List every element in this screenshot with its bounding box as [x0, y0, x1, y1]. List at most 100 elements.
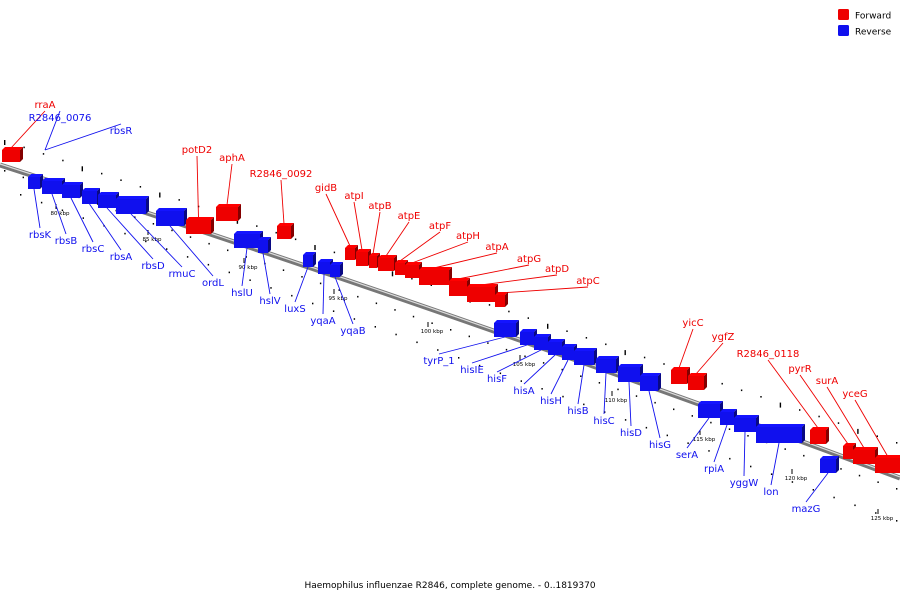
- gene-label-hisg: hisG: [649, 440, 671, 451]
- bg-dot: [580, 375, 582, 377]
- gene-r2846-0092[interactable]: [277, 223, 294, 239]
- bg-dot: [4, 140, 6, 145]
- bg-dot: [527, 317, 529, 319]
- gene-yicc[interactable]: [671, 367, 690, 384]
- gene-label-rbsc: rbsC: [82, 244, 105, 255]
- gene-front-face: [28, 177, 40, 189]
- gene-label-atpa: atpA: [485, 242, 508, 253]
- gene-top-face: [688, 373, 707, 376]
- gene-front-face: [345, 248, 355, 260]
- gene-front-face: [875, 458, 900, 473]
- gene-label-atpf: atpF: [429, 221, 451, 232]
- gene-front-face: [356, 252, 368, 266]
- gene-front-face: [534, 337, 548, 350]
- gene-atpi[interactable]: [356, 249, 371, 266]
- gene-hisc[interactable]: [596, 356, 619, 373]
- gene-hisd[interactable]: [618, 364, 643, 382]
- gene-top-face: [318, 259, 333, 262]
- bg-dot: [566, 330, 568, 332]
- bg-dot: [124, 232, 126, 235]
- gene-front-face: [62, 185, 80, 198]
- gene-top-face: [356, 249, 371, 252]
- gene-front-face: [449, 281, 467, 296]
- gene-hisie[interactable]: [520, 329, 537, 345]
- bg-dot: [541, 388, 543, 390]
- gene-ygfz[interactable]: [688, 373, 707, 390]
- bg-dot: [375, 302, 378, 305]
- gene-front-face: [116, 199, 146, 214]
- gene-front-face: [330, 265, 340, 277]
- bg-dot: [624, 350, 626, 356]
- gene-apha[interactable]: [216, 204, 241, 221]
- gene-luxs[interactable]: [303, 252, 316, 267]
- gene-rbsb[interactable]: [42, 178, 65, 194]
- gene-rbsa[interactable]: [82, 188, 100, 204]
- bg-dot: [245, 256, 247, 258]
- gene-label-atpc: atpC: [576, 276, 599, 287]
- gene-front-face: [378, 258, 394, 271]
- legend-forward-label: Forward: [855, 12, 891, 22]
- bg-dot: [207, 263, 210, 266]
- gene-side-face: [268, 237, 271, 253]
- gene-potd2[interactable]: [186, 217, 214, 234]
- bg-dot: [547, 323, 549, 329]
- gene-front-face: [596, 359, 616, 373]
- gene-front-face: [156, 211, 184, 226]
- gene-front-face: [258, 240, 268, 253]
- gene-front-face: [277, 226, 291, 239]
- gene-label-atpd: atpD: [545, 264, 569, 275]
- gene-rbsd[interactable]: [98, 192, 119, 208]
- axis-tick-label: 95 kbp: [329, 296, 348, 302]
- gene-atpg[interactable]: [449, 278, 470, 296]
- gene-top-face: [495, 292, 508, 295]
- gene-ordl[interactable]: [156, 208, 187, 226]
- gene-front-face: [405, 265, 419, 278]
- bg-dot: [784, 448, 786, 450]
- axis-tick-label: 115 kbp: [693, 437, 716, 443]
- gene-front-face: [494, 323, 516, 337]
- bg-dot: [139, 186, 142, 188]
- bg-dot: [747, 435, 749, 437]
- gene-label-line: [385, 221, 410, 257]
- gene-label-line: [106, 207, 154, 260]
- gene-atpa[interactable]: [419, 267, 452, 285]
- gene-lon[interactable]: [756, 424, 805, 443]
- gene-label-line: [499, 286, 589, 294]
- gene-top-face: [843, 443, 856, 446]
- gene-front-face: [843, 446, 853, 459]
- gene-hslv[interactable]: [258, 237, 271, 253]
- gene-front-face: [82, 191, 97, 204]
- gene-tyrp-1[interactable]: [494, 320, 519, 337]
- gene-rmuc[interactable]: [116, 196, 149, 214]
- gene-yceg[interactable]: [875, 455, 900, 473]
- bg-dot: [508, 310, 510, 313]
- bg-dot: [301, 276, 303, 278]
- gene-r2846-0118[interactable]: [810, 427, 829, 444]
- gene-rbsk[interactable]: [28, 174, 43, 189]
- gene-label-rbsr: rbsR: [110, 126, 133, 137]
- gene-yqab[interactable]: [330, 262, 343, 277]
- gene-mazg[interactable]: [820, 456, 839, 473]
- gene-rbsc[interactable]: [62, 182, 83, 198]
- gene-top-face: [28, 174, 43, 177]
- gene-atpc[interactable]: [495, 292, 508, 307]
- gene-atpe[interactable]: [378, 255, 397, 271]
- gene-yggw[interactable]: [734, 415, 759, 432]
- gene-label-atph: atpH: [456, 231, 480, 242]
- gene-hisg[interactable]: [640, 373, 661, 391]
- gene-sera[interactable]: [698, 401, 723, 418]
- bg-dot: [562, 395, 564, 398]
- bg-dot: [791, 481, 794, 483]
- gene-label-line: [826, 386, 865, 449]
- bg-dot: [604, 411, 606, 413]
- gene-side-face: [313, 252, 316, 267]
- gene-front-face: [618, 367, 640, 382]
- gene-hisb[interactable]: [574, 348, 597, 365]
- gene-label-hslu: hslU: [231, 288, 253, 299]
- bg-dot: [431, 322, 433, 324]
- gene-rraa[interactable]: [2, 147, 23, 162]
- bg-dot: [430, 284, 432, 286]
- gene-atpd[interactable]: [467, 284, 498, 302]
- gene-sura[interactable]: [853, 447, 878, 464]
